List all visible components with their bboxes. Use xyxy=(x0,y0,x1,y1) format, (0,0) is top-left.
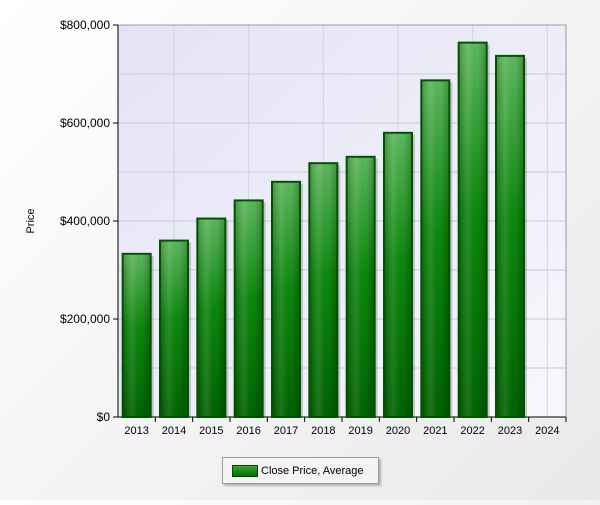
y-tick-label: $800,000 xyxy=(60,18,110,32)
bar-highlight xyxy=(422,81,449,417)
bar-highlight xyxy=(273,182,299,416)
x-tick-label: 2023 xyxy=(498,425,522,437)
bar-highlight xyxy=(161,241,187,416)
y-axis-title: Price xyxy=(25,208,37,233)
legend-swatch xyxy=(232,464,258,477)
bar-highlight xyxy=(385,133,411,417)
bar-highlight xyxy=(310,164,337,416)
bar-highlight xyxy=(235,201,262,416)
bar-highlight xyxy=(198,219,225,416)
x-tick-label: 2018 xyxy=(311,425,335,437)
x-tick-label: 2019 xyxy=(348,425,372,437)
y-tick-label: $200,000 xyxy=(60,312,110,326)
legend: Close Price, Average xyxy=(222,457,379,484)
bar-highlight xyxy=(497,56,523,417)
x-tick-label: 2022 xyxy=(460,425,484,437)
x-tick-label: 2020 xyxy=(386,425,410,437)
x-tick-label: 2021 xyxy=(423,425,447,437)
x-tick-label: 2024 xyxy=(535,425,559,437)
legend-label: Close Price, Average xyxy=(261,464,364,477)
y-tick-label: $400,000 xyxy=(60,214,110,228)
y-tick-label: $0 xyxy=(97,410,111,424)
x-tick-label: 2015 xyxy=(199,425,223,437)
bar-highlight xyxy=(123,254,150,416)
bar-highlight xyxy=(459,43,486,416)
x-tick-label: 2016 xyxy=(236,425,260,437)
bar-highlight xyxy=(347,157,374,416)
y-tick-label: $600,000 xyxy=(60,116,110,130)
x-tick-label: 2013 xyxy=(124,425,148,437)
x-tick-label: 2014 xyxy=(162,425,186,437)
x-tick-label: 2017 xyxy=(274,425,298,437)
